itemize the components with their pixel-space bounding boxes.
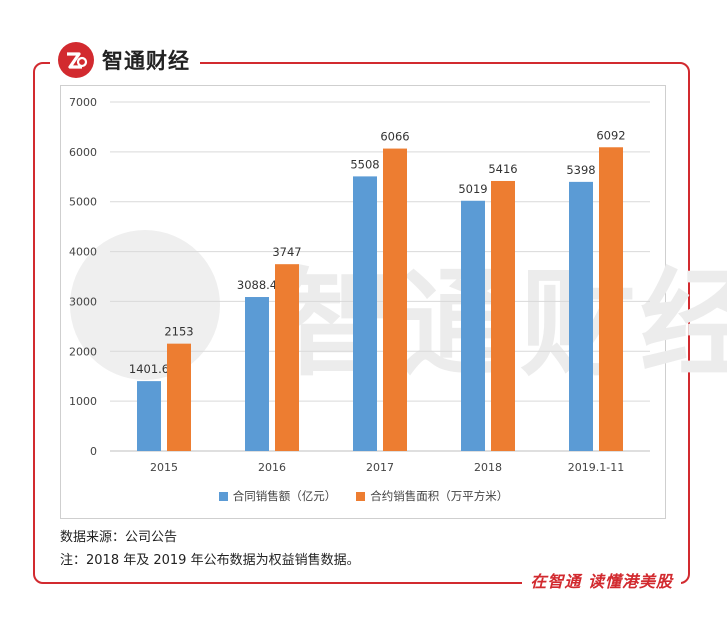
y-tick-label: 5000 bbox=[69, 196, 97, 209]
data-label: 3747 bbox=[272, 245, 301, 259]
bar-series-1 bbox=[461, 200, 485, 451]
x-tick-label: 2015 bbox=[150, 461, 178, 474]
y-tick-label: 0 bbox=[90, 445, 97, 458]
y-tick-label: 4000 bbox=[69, 246, 97, 259]
data-label: 2153 bbox=[164, 325, 193, 339]
bar-series-1 bbox=[137, 381, 161, 451]
data-label: 1401.6 bbox=[129, 362, 169, 376]
y-tick-label: 6000 bbox=[69, 146, 97, 159]
legend-swatch-series-2 bbox=[356, 491, 366, 501]
y-tick-label: 1000 bbox=[69, 395, 97, 408]
x-tick-label: 2016 bbox=[258, 461, 286, 474]
legend-label-series-1: 合同销售额（亿元） bbox=[232, 489, 337, 503]
legend-swatch-series-1 bbox=[218, 491, 228, 501]
data-label: 5398 bbox=[566, 163, 595, 177]
legend-item-series-2: 合约销售面积（万平方米） bbox=[356, 488, 508, 504]
legend-item-series-1: 合同销售额（亿元） bbox=[218, 488, 337, 504]
chart-legend: 合同销售额（亿元） 合约销售面积（万平方米） bbox=[0, 488, 727, 504]
legend-label-series-2: 合约销售面积（万平方米） bbox=[370, 489, 509, 503]
card-frame bbox=[33, 62, 690, 584]
data-label: 6092 bbox=[596, 128, 625, 142]
bar-series-2 bbox=[275, 264, 299, 451]
bar-series-1 bbox=[353, 176, 377, 452]
data-label: 3088.4 bbox=[237, 278, 277, 292]
data-label: 6066 bbox=[380, 130, 409, 144]
x-tick-label: 2019.1-11 bbox=[568, 461, 624, 474]
bar-series-2 bbox=[491, 180, 515, 452]
data-label: 5508 bbox=[350, 157, 379, 171]
footnote: 注：2018 年及 2019 年公布数据为权益销售数据。 bbox=[60, 553, 360, 568]
bar-series-2 bbox=[599, 147, 623, 452]
bar-series-1 bbox=[245, 297, 269, 451]
data-label: 5416 bbox=[488, 162, 517, 176]
brand-name: 智通财经 bbox=[102, 49, 190, 73]
data-source: 数据来源：公司公告 bbox=[60, 530, 178, 545]
y-tick-label: 2000 bbox=[69, 345, 97, 358]
slogan: 在智通 读懂港美股 bbox=[522, 568, 681, 592]
data-label: 5019 bbox=[458, 182, 487, 196]
y-tick-label: 7000 bbox=[69, 96, 97, 109]
x-tick-label: 2017 bbox=[366, 461, 394, 474]
brand-header: 智通财经 bbox=[50, 38, 200, 82]
bar-series-2 bbox=[383, 148, 407, 451]
zhitong-logo-icon bbox=[58, 42, 94, 78]
bar-series-1 bbox=[569, 181, 593, 451]
y-tick-label: 3000 bbox=[69, 295, 97, 308]
x-tick-label: 2018 bbox=[474, 461, 502, 474]
bar-series-2 bbox=[167, 343, 191, 451]
